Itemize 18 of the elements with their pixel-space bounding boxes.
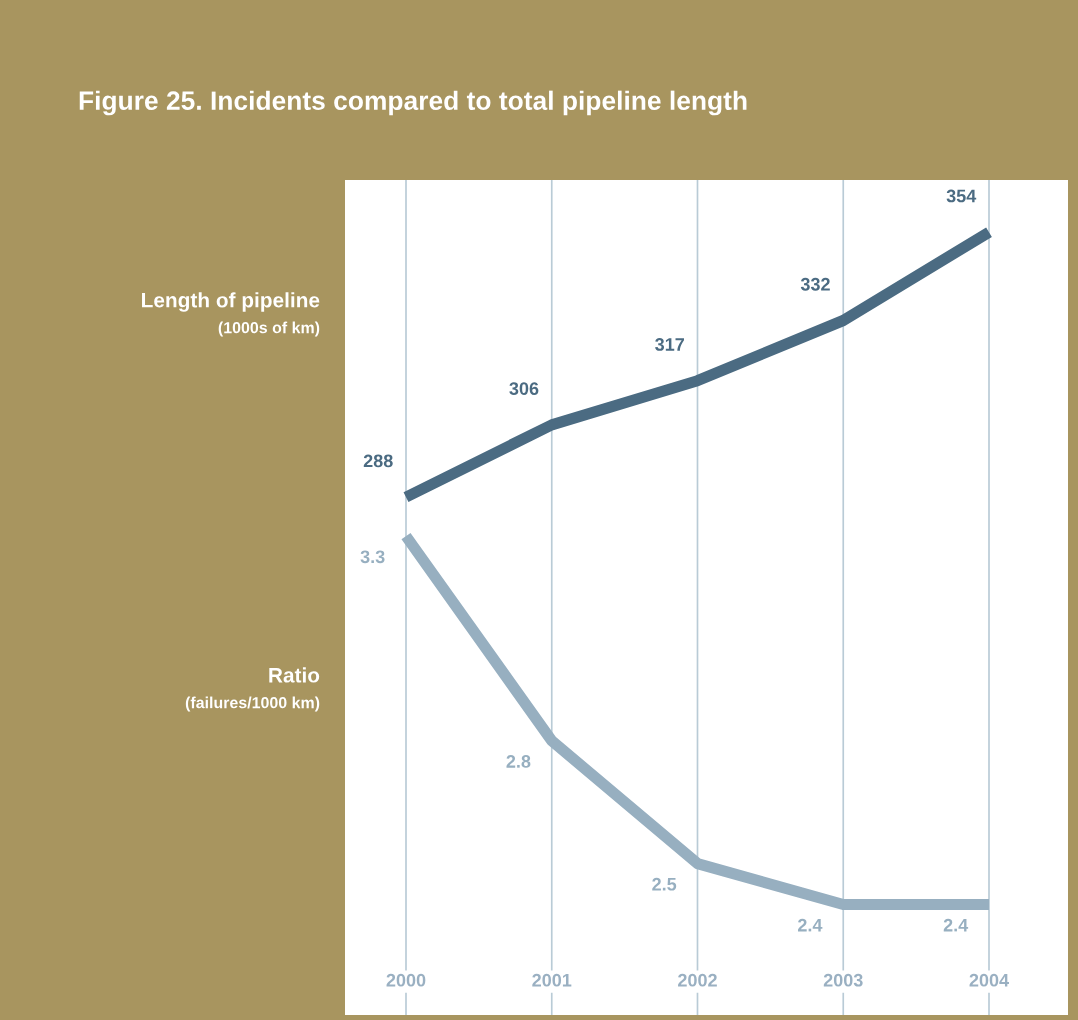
data-label: 288 <box>363 454 393 468</box>
chart-title: Figure 25. Incidents compared to total pipeline length <box>79 90 747 116</box>
data-label: 3.3 <box>360 550 385 564</box>
data-label: 2.4 <box>797 918 823 932</box>
data-label: 332 <box>800 277 830 291</box>
x-tick-label: 2003 <box>823 973 863 987</box>
data-label: 306 <box>509 382 539 396</box>
data-label: 354 <box>946 189 977 203</box>
y2-axis-title: Ratio (failures/1000 km) <box>185 667 320 712</box>
x-tick-label: 2004 <box>969 973 1009 987</box>
x-tick-label: 2001 <box>532 973 572 987</box>
x-tick-label: 2002 <box>678 973 717 987</box>
data-label: 2.4 <box>943 918 969 932</box>
data-label: 317 <box>655 338 684 351</box>
data-label: 2.8 <box>506 755 531 768</box>
x-tick-label: 2000 <box>386 973 426 987</box>
y-axis-title: Length of pipeline (1000s of km) <box>142 292 320 337</box>
data-label: 2.5 <box>652 877 677 891</box>
